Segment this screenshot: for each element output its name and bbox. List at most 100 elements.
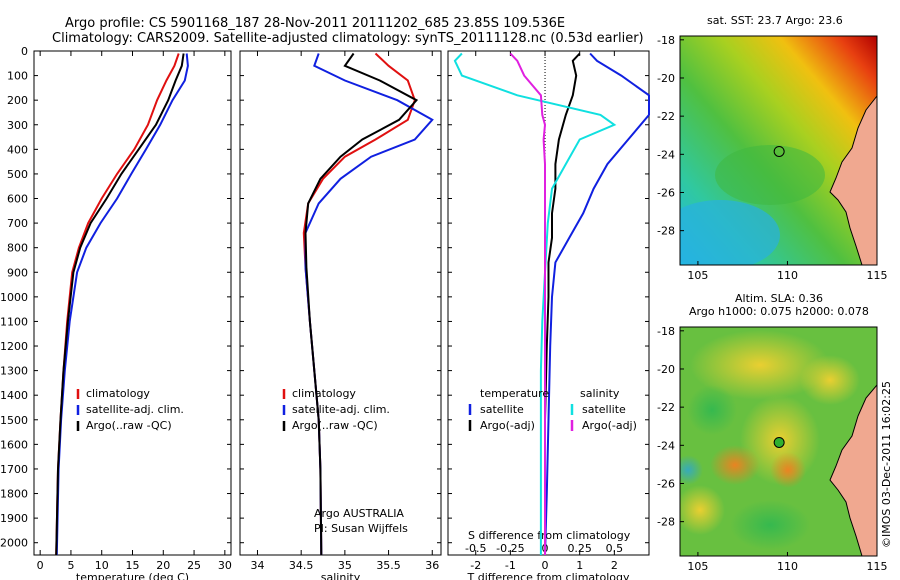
temp-argo-raw--qc--line	[55, 53, 185, 556]
temp-xtick-label: 25	[187, 559, 201, 572]
diff-legend-label: satellite	[480, 403, 524, 416]
depth-tick-label: 700	[7, 217, 28, 230]
sst-green-patch	[715, 145, 825, 205]
depth-tick-label: 200	[7, 94, 28, 107]
temp-xtick-label: 5	[67, 559, 74, 572]
depth-tick-label: 300	[7, 119, 28, 132]
sal-xtick-label: 36	[425, 559, 439, 572]
float-pi-label: PI: Susan Wijffels	[314, 522, 408, 535]
depth-tick-label: 1700	[0, 463, 28, 476]
sst-land	[830, 96, 877, 265]
temp-xtick-label: 20	[156, 559, 170, 572]
temp-xtick-label: 10	[95, 559, 109, 572]
sdiff-legend-header: salinity	[580, 387, 620, 400]
temperature-panel: 0 5 10 15 20 25 300100200300400500600700800900…	[0, 45, 232, 580]
sdiff-tick-label: -0.25	[496, 542, 524, 555]
diff-xtick-label: 2	[611, 559, 618, 572]
sst-lat-label: -22	[657, 110, 675, 123]
sst-lon-label: 115	[867, 269, 888, 282]
sla-yellow-4	[680, 485, 725, 535]
depth-tick-label: 0	[21, 45, 28, 58]
sla-lat-label: -18	[657, 325, 675, 338]
sal-legend-label: satellite-adj. clim.	[292, 403, 390, 416]
diff-legend-label: Argo(-adj)	[480, 419, 535, 432]
sla-yellow-1	[690, 330, 830, 400]
depth-tick-label: 1200	[0, 340, 28, 353]
sal-xtick-label: 35	[338, 559, 352, 572]
sal-xtick-label: 34	[250, 559, 264, 572]
depth-tick-label: 1000	[0, 291, 28, 304]
temp-xtick-label: 30	[218, 559, 232, 572]
sla-lat-label: -24	[657, 439, 675, 452]
depth-tick-label: 800	[7, 242, 28, 255]
diff-satellite-line	[544, 52, 650, 556]
sal-legend-label: Argo(..raw -QC)	[292, 419, 378, 432]
sst-map: sat. SST: 23.7 Argo: 23.6 105 110 115 -18 -2…	[657, 14, 887, 282]
sst-lon-label: 105	[687, 269, 708, 282]
sal-frame	[239, 50, 442, 556]
depth-tick-label: 500	[7, 168, 28, 181]
temp-xlabel: temperature (deg C)	[76, 571, 189, 580]
sst-lat-label: -28	[657, 225, 675, 238]
float-owner-label: Argo AUSTRALIA	[314, 507, 404, 520]
figure-title-line2: Climatology: CARS2009. Satellite-adjuste…	[52, 31, 644, 46]
sla-green-1	[687, 385, 737, 435]
temp-frame	[33, 50, 232, 556]
temp-legend-label: Argo(..raw -QC)	[86, 419, 172, 432]
depth-tick-label: 1500	[0, 414, 28, 427]
sst-lat-label: -18	[657, 34, 675, 47]
depth-tick-label: 400	[7, 143, 28, 156]
sal-xtick-label: 35.5	[376, 559, 401, 572]
sal-xlabel: salinity	[321, 571, 361, 580]
sla-lat-label: -20	[657, 363, 675, 376]
sdiff-axis-label: S difference from climatology	[468, 529, 631, 542]
depth-tick-label: 1300	[0, 365, 28, 378]
sst-coastline	[829, 95, 877, 265]
tdiff-legend-header: temperature	[480, 387, 549, 400]
sla-yellow-3	[800, 355, 860, 405]
sla-lat-label: -26	[657, 477, 675, 490]
sst-argo-marker	[773, 145, 785, 157]
sla-lon-label: 110	[777, 560, 798, 573]
sdiff-tick-label: 0.25	[567, 542, 592, 555]
sst-map-title: sat. SST: 23.7 Argo: 23.6	[707, 14, 843, 27]
diff-xlabel: T difference from climatology	[467, 571, 630, 580]
sla-green-2	[730, 500, 810, 550]
diff-legend-label: Argo(-adj)	[582, 419, 637, 432]
diff-xtick-label: -1	[505, 559, 516, 572]
temp-xtick-label: 15	[126, 559, 140, 572]
sla-blue-1	[680, 455, 703, 485]
sla-map: Altim. SLA: 0.36 Argo h1000: 0.075 h2000…	[657, 292, 887, 573]
sla-argo-marker	[773, 436, 785, 448]
sal-legend-label: climatology	[292, 387, 356, 400]
sal-xtick-label: 34.5	[289, 559, 314, 572]
sal-argo-raw--qc--line	[304, 52, 419, 556]
depth-tick-label: 1400	[0, 389, 28, 402]
diff-argo--adj--line	[509, 52, 547, 555]
sla-map-frame	[679, 326, 878, 557]
depth-tick-label: 1800	[0, 488, 28, 501]
temp-legend-label: satellite-adj. clim.	[86, 403, 184, 416]
sdiff-tick-label: 0.5	[606, 542, 624, 555]
depth-tick-label: 1900	[0, 512, 28, 525]
sst-map-frame	[679, 35, 878, 266]
depth-tick-label: 900	[7, 266, 28, 279]
sst-cool-patch	[680, 200, 780, 265]
sla-orange-2	[770, 452, 806, 488]
sla-orange-1	[710, 445, 760, 485]
sla-lon-label: 115	[867, 560, 888, 573]
difference-panel: -2 -1 0 1 2T difference from climatology S di…	[447, 50, 650, 580]
diff-legend-label: satellite	[582, 403, 626, 416]
diff-xtick-label: 0	[542, 559, 549, 572]
imos-timestamp: ©IMOS 03-Dec-2011 16:02:25	[880, 381, 893, 548]
sla-coastline	[829, 384, 877, 556]
sla-lon-label: 105	[687, 560, 708, 573]
depth-tick-label: 100	[7, 70, 28, 83]
depth-tick-label: 600	[7, 193, 28, 206]
sst-lat-label: -26	[657, 186, 675, 199]
sst-lat-label: -24	[657, 148, 675, 161]
sla-lat-label: -28	[657, 516, 675, 529]
sla-map-subtitle: Argo h1000: 0.075 h2000: 0.078	[689, 305, 869, 318]
sdiff-tick-label: -0.5	[465, 542, 486, 555]
